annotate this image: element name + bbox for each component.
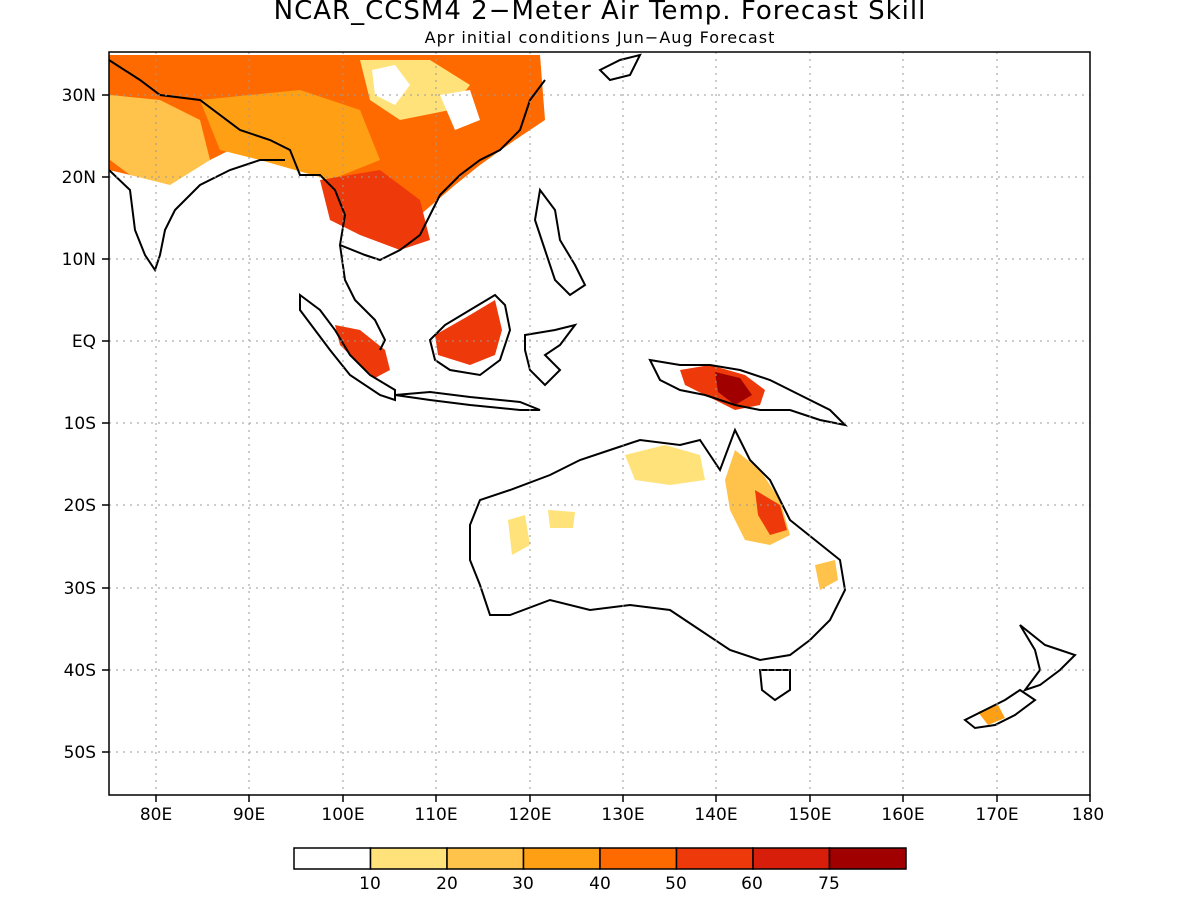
lat-tick-label: 40S [64,661,96,681]
skill-region-aus-north [625,445,705,485]
colorbar-swatch [446,847,525,870]
skill-region-asia-20 [110,95,210,185]
lat-tick-label: 30S [64,579,96,599]
coast-new-guinea [648,358,849,427]
colorbar-label: 10 [359,874,381,894]
coast-sulawesi [524,323,578,387]
skill-region-new-guinea-core [715,372,752,405]
colorbar [293,847,907,870]
lon-tick-labels: 80E 90E 100E 110E 120E 130E 140E 150E 16… [140,805,1104,825]
coast-india [109,159,285,273]
skill-shading-layer [109,55,1005,725]
lon-tick-label: 90E [233,805,265,825]
lat-tick-label: 10N [62,250,96,270]
skill-region-borneo [435,300,502,365]
colorbar-swatch [828,847,907,870]
lat-tick-labels: 30N 20N 10N EQ 10S 20S 30S 40S 50S [62,86,96,763]
skill-region-indochina-60 [320,170,430,250]
colorbar-label: 75 [818,874,840,894]
skill-region-aus-mid [548,510,575,528]
coast-sumatra [299,293,396,402]
lat-tick-label: 10S [64,414,96,434]
colorbar-swatch [369,847,448,870]
colorbar-label: 50 [665,874,687,894]
lon-tick-label: 170E [975,805,1018,825]
lon-tick-label: 140E [694,805,737,825]
coast-australia [469,427,847,662]
colorbar-label: 60 [741,874,763,894]
colorbar-label: 40 [589,874,611,894]
skill-region-aus-west [508,515,530,555]
lon-tick-label: 160E [881,805,924,825]
lon-tick-label: 120E [508,805,551,825]
lon-tick-label: 130E [601,805,644,825]
coast-philippines [533,187,587,297]
lon-tick-label: 180 [1072,805,1104,825]
coast-japan [598,53,642,82]
lat-tick-label: 30N [62,86,96,106]
coast-asia [109,59,546,262]
coast-malay [339,244,387,351]
skill-region-asia-30 [200,90,380,180]
lat-tick-label: 50S [64,743,96,763]
skill-region-sumatra [335,325,390,378]
lat-tick-label: EQ [72,332,96,352]
map-title: NCAR_CCSM4 2−Meter Air Temp. Forecast Sk… [273,0,927,26]
lat-tick-label: 20N [62,168,96,188]
colorbar-swatch [675,847,754,870]
coast-nz-south [963,688,1037,730]
lon-tick-label: 110E [414,805,457,825]
skill-region-asia-gap [372,65,410,105]
lon-tick-label: 100E [321,805,364,825]
skill-region-asia-gap [440,90,480,130]
coast-borneo [428,293,512,377]
lon-tick-label: 150E [788,805,831,825]
map-subtitle: Apr initial conditions Jun−Aug Forecast [424,28,776,47]
gridlines [109,52,1090,795]
lat-tick-label: 20S [64,496,96,516]
coast-java [394,390,541,411]
colorbar-swatch [522,847,601,870]
lon-tick-label: 80E [140,805,172,825]
colorbar-swatch [599,847,678,870]
colorbar-labels: 10 20 30 40 50 60 75 [359,874,840,894]
colorbar-label: 30 [512,874,534,894]
tick-marks [102,94,1091,802]
coast-tasmania [758,669,791,702]
skill-region-qld-core [755,490,787,535]
colorbar-swatch [293,847,372,870]
skill-region-aus-east [815,560,838,590]
colorbar-swatch [752,847,831,870]
colorbar-label: 20 [436,874,458,894]
coast-nz-north [1019,624,1077,692]
coastlines [109,53,1077,730]
